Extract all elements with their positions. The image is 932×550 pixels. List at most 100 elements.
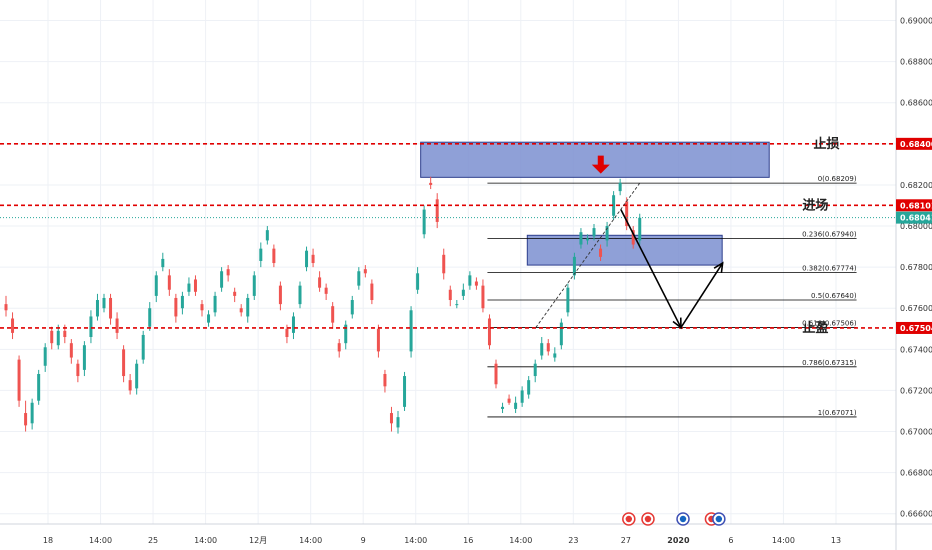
candle-body <box>468 275 472 286</box>
x-tick-label: 12月 <box>249 536 267 545</box>
candle-body <box>507 398 511 403</box>
candle-body <box>174 297 178 317</box>
candle-body <box>109 297 113 319</box>
y-tick-label: 0.67400 <box>900 345 932 354</box>
candle-body <box>180 295 184 309</box>
zones-layer <box>420 141 770 266</box>
event-icon-core <box>715 515 723 523</box>
candle-body <box>448 289 452 301</box>
x-tick-label: 9 <box>361 536 366 545</box>
candle-body <box>363 269 367 274</box>
candle-body <box>396 417 400 428</box>
y-tick-label: 0.66600 <box>900 510 932 519</box>
candle-body <box>527 380 531 395</box>
current-price-box <box>896 211 932 224</box>
price-label-box <box>896 137 932 150</box>
candle-body <box>30 402 34 424</box>
candle-body <box>429 182 433 185</box>
fib-level-label: 0(0.68209) <box>818 175 857 183</box>
candle-body <box>50 330 54 344</box>
candle-body <box>566 287 570 313</box>
time-axis[interactable]: 18 14:00 25 14:00 12月 14:00 9 14:00 16 14:00 23 27 2… <box>0 512 932 545</box>
candle-body <box>318 277 322 288</box>
candle-body <box>278 285 282 305</box>
candle-body <box>63 330 67 338</box>
fib-level-label: 0.236(0.67940) <box>802 230 857 238</box>
candle-body <box>389 413 393 424</box>
candle-body <box>24 413 28 426</box>
x-tick-label: 25 <box>148 536 158 545</box>
candle-body <box>409 310 413 352</box>
candle-body <box>167 275 171 290</box>
candle-body <box>520 390 524 403</box>
candle-body <box>69 343 73 358</box>
candle-body <box>455 304 459 306</box>
candle-body <box>403 376 407 407</box>
x-tick-label: 14:00 <box>299 536 322 545</box>
y-tick-label: 0.67600 <box>900 304 932 313</box>
candle-body <box>592 228 596 237</box>
candle-body <box>220 271 224 288</box>
event-icon-core <box>625 515 633 523</box>
candle-body <box>213 295 217 313</box>
candle-body <box>442 254 446 274</box>
x-tick-label: 23 <box>568 536 578 545</box>
candle-body <box>337 343 341 352</box>
x-tick-label: 13 <box>831 536 841 545</box>
projection-arrowhead-down <box>672 317 682 330</box>
level-annotation: 止盈 <box>802 320 828 336</box>
candle-body <box>252 275 256 296</box>
projection-path[interactable] <box>620 209 724 330</box>
candle-body <box>82 345 86 370</box>
candle-body <box>474 281 478 286</box>
price-label-text: 0.67504 <box>900 324 932 333</box>
x-tick-label: 14:00 <box>772 536 795 545</box>
price-label-box <box>896 321 932 334</box>
y-tick-label: 0.68000 <box>900 222 932 231</box>
x-tick-label: 6 <box>728 536 733 545</box>
candle-body <box>612 195 616 216</box>
y-tick-label: 0.66800 <box>900 469 932 478</box>
candle-body <box>481 285 485 309</box>
price-zone[interactable] <box>420 141 770 178</box>
x-tick-label: 14:00 <box>89 536 112 545</box>
candle-body <box>161 258 165 268</box>
level-annotation: 进场 <box>802 198 828 213</box>
candle-body <box>122 349 126 377</box>
candle-body <box>631 230 635 245</box>
candle-body <box>461 289 465 296</box>
candle-body <box>540 343 544 356</box>
x-tick-label: 14:00 <box>509 536 532 545</box>
drawings-layer[interactable] <box>535 155 724 330</box>
candle-body <box>298 285 302 305</box>
fib-level-label: 0.618(0.67506) <box>802 320 857 328</box>
candle-body <box>187 283 191 292</box>
candle-body <box>265 230 269 241</box>
candle-body <box>305 250 309 268</box>
event-icon-core <box>679 515 687 523</box>
y-tick-label: 0.67800 <box>900 263 932 272</box>
candle-body <box>239 308 243 313</box>
fib-retracement[interactable]: 0(0.68209) 0.236(0.67940) 0.382(0.67774) 0.… <box>487 175 857 418</box>
candle-body <box>148 308 152 327</box>
candle-body <box>291 316 295 333</box>
candle-body <box>43 347 47 366</box>
x-tick-label: 2020 <box>667 536 690 545</box>
candle-body <box>376 328 380 352</box>
y-tick-label: 0.67200 <box>900 386 932 395</box>
price-zone[interactable] <box>526 234 723 266</box>
candle-body <box>585 238 589 241</box>
candle-body <box>89 316 93 338</box>
candle-body <box>599 248 603 257</box>
candle-body <box>128 380 132 391</box>
candle-body <box>56 330 60 346</box>
candle-body <box>553 353 557 358</box>
candle-body <box>494 363 498 385</box>
candle-body <box>272 248 276 264</box>
projection-arrowhead-up <box>713 261 724 274</box>
